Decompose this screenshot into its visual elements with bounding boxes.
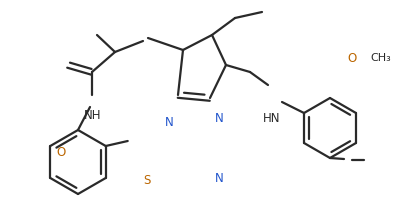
Text: N: N	[215, 111, 223, 124]
Text: NH: NH	[84, 109, 102, 121]
Text: O: O	[347, 51, 356, 65]
Text: N: N	[215, 172, 223, 186]
Text: O: O	[56, 145, 66, 158]
Text: S: S	[143, 174, 151, 187]
Text: CH₃: CH₃	[370, 53, 391, 63]
Text: HN: HN	[263, 111, 281, 124]
Text: N: N	[165, 116, 173, 128]
